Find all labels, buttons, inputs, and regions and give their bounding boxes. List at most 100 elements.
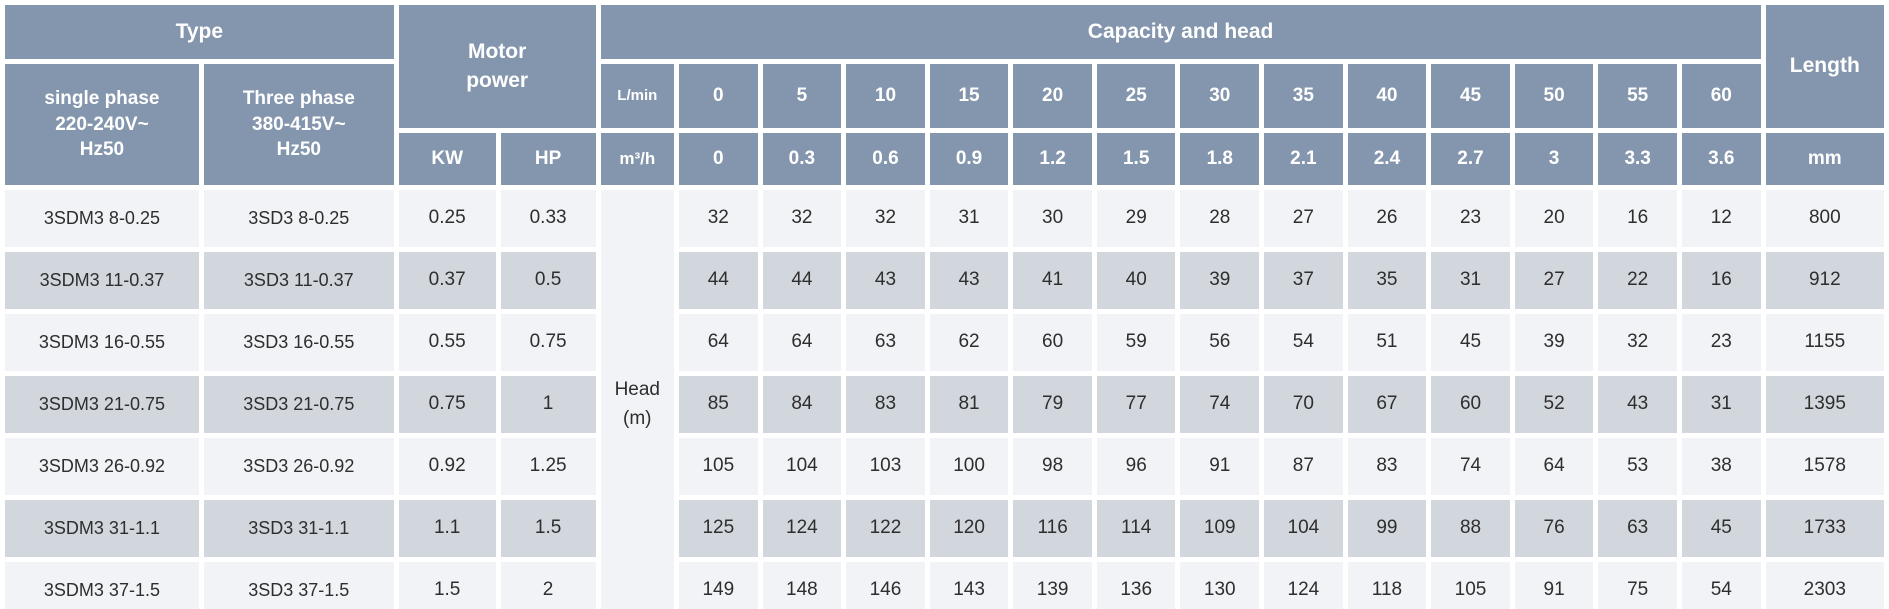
table-row: 3SDM3 31-1.1 3SD3 31-1.1 1.1 1.5 125 124 122 12…	[5, 500, 1884, 557]
lmin-unit-label: L/min	[600, 64, 675, 128]
head-value: 40	[1096, 252, 1176, 309]
kw-header: KW	[398, 133, 496, 185]
head-value: 39	[1514, 314, 1594, 371]
three-phase-model: 3SD3 37-1.5	[203, 562, 394, 609]
type-header: Type	[5, 5, 394, 59]
three-phase-model: 3SD3 26-0.92	[203, 438, 394, 495]
head-value: 12	[1681, 190, 1761, 247]
motor-power-header: Motor power	[398, 5, 596, 128]
lmin-value-30: 30	[1180, 64, 1260, 128]
head-value: 67	[1347, 376, 1427, 433]
hp-header: HP	[500, 133, 596, 185]
head-value: 54	[1264, 314, 1343, 371]
head-value: 64	[1514, 438, 1594, 495]
single-phase-header: single phase 220-240V~ Hz50	[5, 64, 199, 185]
table-row: 3SDM3 37-1.5 3SD3 37-1.5 1.5 2 149 148 146 143 1…	[5, 562, 1884, 609]
motor-power-kw: 0.75	[398, 376, 496, 433]
three-phase-model: 3SD3 31-1.1	[203, 500, 394, 557]
head-value: 22	[1598, 252, 1677, 309]
motor-power-kw: 0.25	[398, 190, 496, 247]
head-value: 104	[1264, 500, 1343, 557]
head-value: 27	[1514, 252, 1594, 309]
head-value: 148	[762, 562, 842, 609]
head-value: 23	[1431, 190, 1510, 247]
head-value: 149	[679, 562, 758, 609]
motor-power-kw: 0.37	[398, 252, 496, 309]
head-value: 41	[1013, 252, 1092, 309]
m3h-value-2.4: 2.4	[1347, 133, 1427, 185]
head-value: 31	[1681, 376, 1761, 433]
motor-power-hp: 0.75	[500, 314, 596, 371]
lmin-value-40: 40	[1347, 64, 1427, 128]
head-value: 63	[846, 314, 925, 371]
head-value: 32	[679, 190, 758, 247]
head-value: 63	[1598, 500, 1677, 557]
single-phase-model: 3SDM3 37-1.5	[5, 562, 199, 609]
m3h-value-1.5: 1.5	[1096, 133, 1176, 185]
three-phase-model: 3SD3 8-0.25	[203, 190, 394, 247]
single-phase-model: 3SDM3 16-0.55	[5, 314, 199, 371]
head-value: 60	[1013, 314, 1092, 371]
head-value: 64	[679, 314, 758, 371]
head-value: 79	[1013, 376, 1092, 433]
header-row-top: Type Motor power Capacity and head Lengt…	[5, 5, 1884, 128]
head-value: 26	[1347, 190, 1427, 247]
lmin-value-60: 60	[1681, 64, 1761, 128]
head-value: 75	[1598, 562, 1677, 609]
motor-power-hp: 1	[500, 376, 596, 433]
head-value: 28	[1180, 190, 1260, 247]
header-row-m3h: KW HP m³/h 0 0.3 0.6 0.9 1.2 1.5 1.8 2.1 2.4 2.7 3…	[5, 133, 1884, 185]
head-value: 103	[846, 438, 925, 495]
head-value: 124	[762, 500, 842, 557]
head-value: 81	[929, 376, 1009, 433]
head-value: 16	[1681, 252, 1761, 309]
head-value: 85	[679, 376, 758, 433]
mm-unit-label: mm	[1765, 133, 1884, 185]
m3h-value-1.8: 1.8	[1180, 133, 1260, 185]
head-value: 105	[679, 438, 758, 495]
table-row: 3SDM3 26-0.92 3SD3 26-0.92 0.92 1.25 105 104 1…	[5, 438, 1884, 495]
head-value: 122	[846, 500, 925, 557]
head-m-unit-cell: Head (m)	[600, 190, 675, 609]
head-value: 104	[762, 438, 842, 495]
head-value: 43	[846, 252, 925, 309]
head-value: 125	[679, 500, 758, 557]
head-value: 23	[1681, 314, 1761, 371]
head-value: 35	[1347, 252, 1427, 309]
single-phase-model: 3SDM3 21-0.75	[5, 376, 199, 433]
head-value: 96	[1096, 438, 1176, 495]
length-header: Length	[1765, 5, 1884, 128]
head-value: 43	[929, 252, 1009, 309]
head-value: 31	[929, 190, 1009, 247]
head-value: 45	[1681, 500, 1761, 557]
head-value: 51	[1347, 314, 1427, 371]
head-value: 27	[1264, 190, 1343, 247]
head-value: 74	[1180, 376, 1260, 433]
head-value: 139	[1013, 562, 1092, 609]
three-phase-model: 3SD3 11-0.37	[203, 252, 394, 309]
head-value: 44	[762, 252, 842, 309]
head-value: 64	[762, 314, 842, 371]
head-value: 30	[1013, 190, 1092, 247]
head-value: 62	[929, 314, 1009, 371]
head-value: 38	[1681, 438, 1761, 495]
length-value: 1395	[1765, 376, 1884, 433]
m3h-value-2.7: 2.7	[1431, 133, 1510, 185]
lmin-value-35: 35	[1264, 64, 1343, 128]
head-value: 60	[1431, 376, 1510, 433]
three-phase-header: Three phase 380-415V~ Hz50	[203, 64, 394, 185]
motor-power-hp: 0.5	[500, 252, 596, 309]
single-phase-model: 3SDM3 11-0.37	[5, 252, 199, 309]
head-value: 39	[1180, 252, 1260, 309]
lmin-value-15: 15	[929, 64, 1009, 128]
head-value: 74	[1431, 438, 1510, 495]
head-value: 77	[1096, 376, 1176, 433]
head-value: 130	[1180, 562, 1260, 609]
head-value: 16	[1598, 190, 1677, 247]
lmin-value-25: 25	[1096, 64, 1176, 128]
m3h-unit-label: m³/h	[600, 133, 675, 185]
head-value: 44	[679, 252, 758, 309]
lmin-value-50: 50	[1514, 64, 1594, 128]
head-value: 84	[762, 376, 842, 433]
